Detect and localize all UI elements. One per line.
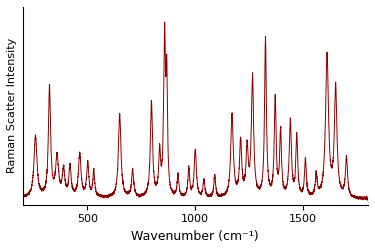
Y-axis label: Raman Scatter Intensity: Raman Scatter Intensity <box>7 38 17 173</box>
X-axis label: Wavenumber (cm⁻¹): Wavenumber (cm⁻¹) <box>132 230 259 243</box>
